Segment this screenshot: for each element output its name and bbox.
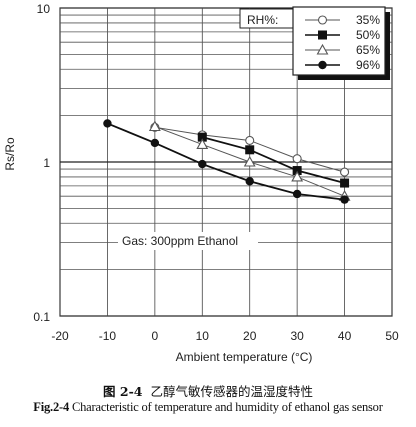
y-tick-label: 0.1 bbox=[33, 310, 50, 324]
legend-label: 35% bbox=[356, 13, 380, 27]
x-tick-label: -20 bbox=[51, 329, 69, 343]
axes-layer: -20 -10 0 10 20 30 40 50 10 1 0.1 Ambient temperatu… bbox=[3, 2, 399, 364]
x-tick-label: 0 bbox=[152, 329, 159, 343]
caption-cn-figure-number: 图 2-4 bbox=[103, 384, 143, 399]
legend-title: RH%: bbox=[247, 13, 278, 27]
legend-panel bbox=[292, 6, 386, 76]
series-line bbox=[202, 136, 345, 184]
legend-box: RH%: 35%50%65%96% bbox=[239, 6, 390, 80]
marker-open-circle bbox=[292, 154, 302, 164]
marker-open-triangle bbox=[316, 43, 329, 55]
chart-area: -20 -10 0 10 20 30 40 50 10 1 0.1 Ambient temperatu… bbox=[3, 2, 399, 364]
series-50-pct bbox=[197, 132, 350, 188]
x-tick-label: -10 bbox=[99, 329, 117, 343]
marker-filled-square bbox=[197, 132, 207, 142]
marker-filled-circle bbox=[292, 189, 302, 199]
chart-svg: -20 -10 0 10 20 30 40 50 10 1 0.1 Ambient temperatu… bbox=[3, 2, 399, 364]
x-tick-label: 20 bbox=[243, 329, 257, 343]
legend-label: 96% bbox=[356, 58, 380, 72]
figure-caption-english: Fig.2-4 Characteristic of temperature an… bbox=[0, 400, 416, 415]
series-96-pct bbox=[103, 119, 349, 204]
x-tick-label: 10 bbox=[196, 329, 210, 343]
legend-label: 65% bbox=[356, 43, 380, 57]
marker-open-triangle bbox=[148, 120, 161, 132]
caption-cn-text: 乙醇气敏传感器的温湿度特性 bbox=[150, 384, 313, 399]
marker-open-triangle bbox=[243, 155, 256, 167]
marker-filled-circle bbox=[340, 195, 349, 204]
y-tick-label: 1 bbox=[43, 156, 50, 170]
x-tick-label: 30 bbox=[290, 329, 304, 343]
x-tick-label: 50 bbox=[385, 329, 399, 343]
marker-filled-circle bbox=[150, 138, 160, 148]
annotation-gas-label: Gas: 300ppm Ethanol bbox=[122, 234, 238, 248]
marker-filled-square bbox=[340, 178, 350, 188]
marker-filled-circle bbox=[198, 159, 207, 169]
marker-filled-square bbox=[318, 30, 327, 40]
series-layer bbox=[103, 119, 351, 204]
caption-en-text: Characteristic of temperature and humidi… bbox=[69, 400, 383, 414]
marker-filled-square bbox=[245, 145, 255, 155]
x-axis-label: Ambient temperature (°C) bbox=[176, 350, 313, 364]
legend-label: 50% bbox=[356, 28, 380, 42]
y-axis-label: Rs/Ro bbox=[3, 137, 17, 171]
caption-en-figure-number: Fig.2-4 bbox=[33, 400, 70, 414]
marker-filled-circle bbox=[318, 60, 327, 70]
y-tick-label: 10 bbox=[37, 2, 51, 16]
series-line bbox=[107, 122, 345, 201]
marker-filled-circle bbox=[103, 119, 112, 128]
marker-open-circle bbox=[340, 167, 350, 177]
marker-open-triangle bbox=[196, 138, 209, 150]
marker-filled-square bbox=[292, 166, 302, 176]
marker-open-circle bbox=[317, 15, 328, 25]
annotation-background bbox=[118, 232, 258, 250]
marker-open-triangle bbox=[291, 170, 304, 182]
marker-open-circle bbox=[245, 135, 255, 146]
figure-caption-chinese: 图 2-4 乙醇气敏传感器的温湿度特性 bbox=[0, 381, 416, 400]
marker-filled-circle bbox=[245, 177, 254, 186]
x-tick-label: 40 bbox=[338, 329, 352, 343]
